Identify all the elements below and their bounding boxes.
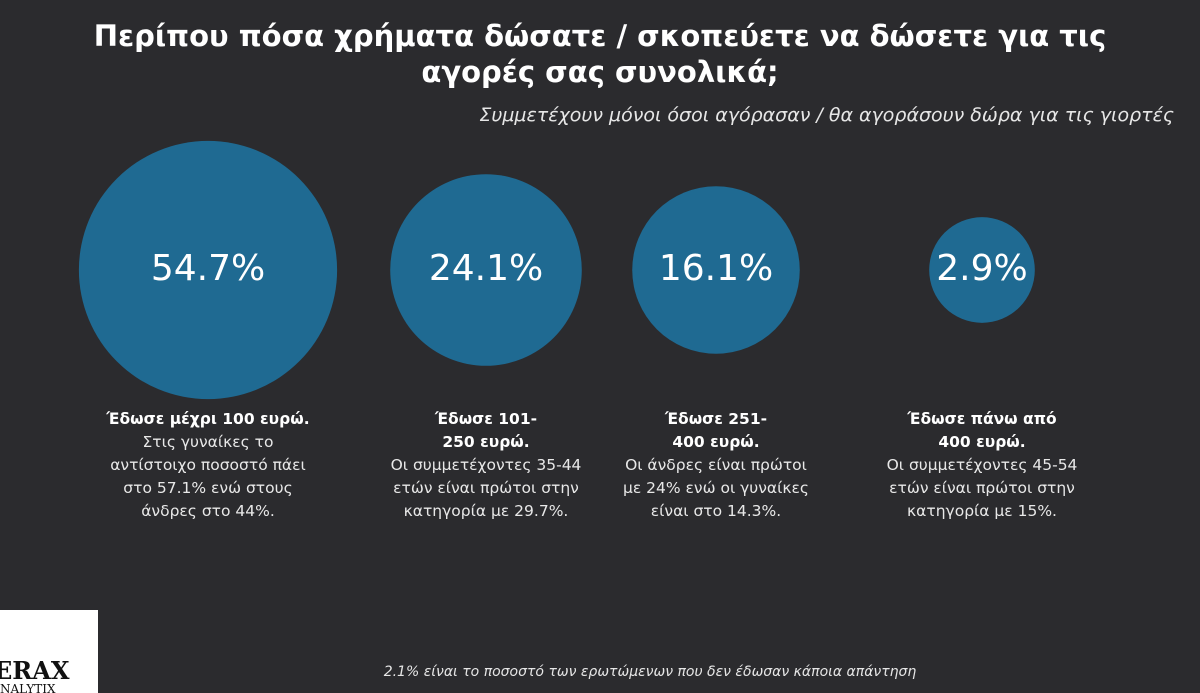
logo-text: NALYTIX [0,682,56,693]
bubble [632,186,800,354]
chart-subtitle: Συμμετέχουν μόνοι όσοι αγόρασαν / θα αγο… [479,104,1174,126]
chart-title: Περίπου πόσα χρήματα δώσατε / σκοπεύετε … [93,19,1107,89]
value-label: 16.1% [659,248,773,289]
bubble [929,217,1035,323]
logo: ERAX NALYTIX [0,610,98,693]
category-description: Οι συμμετέχοντες 35-44 ετών είναι πρώτοι… [390,456,582,520]
category-label: Έδωσε 101-250 ευρώ. [434,410,538,451]
category-column: Έδωσε 101-250 ευρώ. Οι συμμετέχοντες 35-4… [371,408,601,523]
category-column: Έδωσε μέχρι 100 ευρώ. Στις γυναίκες το αν… [93,408,323,523]
category-label: Έδωσε πάνω από 400 ευρώ. [907,410,1057,451]
category-column: Έδωσε πάνω από 400 ευρώ. Οι συμμετέχοντες… [867,408,1097,523]
footnote: 2.1% είναι το ποσοστό των ερωτώμενων που… [383,664,917,680]
bubble [390,174,582,366]
value-label: 24.1% [429,248,543,289]
category-description: Οι συμμετέχοντες 45-54 ετών είναι πρώτοι… [886,456,1078,520]
category-description: Στις γυναίκες το αντίστοιχο ποσοστό πάει… [110,433,306,520]
category-label: Έδωσε 251-400 ευρώ. [664,410,768,451]
bubble [78,140,338,400]
category-column: Έδωσε 251-400 ευρώ. Οι άνδρες είναι πρώτο… [601,408,831,523]
category-label: Έδωσε μέχρι 100 ευρώ. [106,410,310,428]
category-description: Οι άνδρες είναι πρώτοι με 24% ενώ οι γυν… [622,456,809,520]
value-label: 2.9% [936,248,1027,289]
logo-text: ERAX [0,656,70,685]
value-label: 54.7% [151,248,265,289]
